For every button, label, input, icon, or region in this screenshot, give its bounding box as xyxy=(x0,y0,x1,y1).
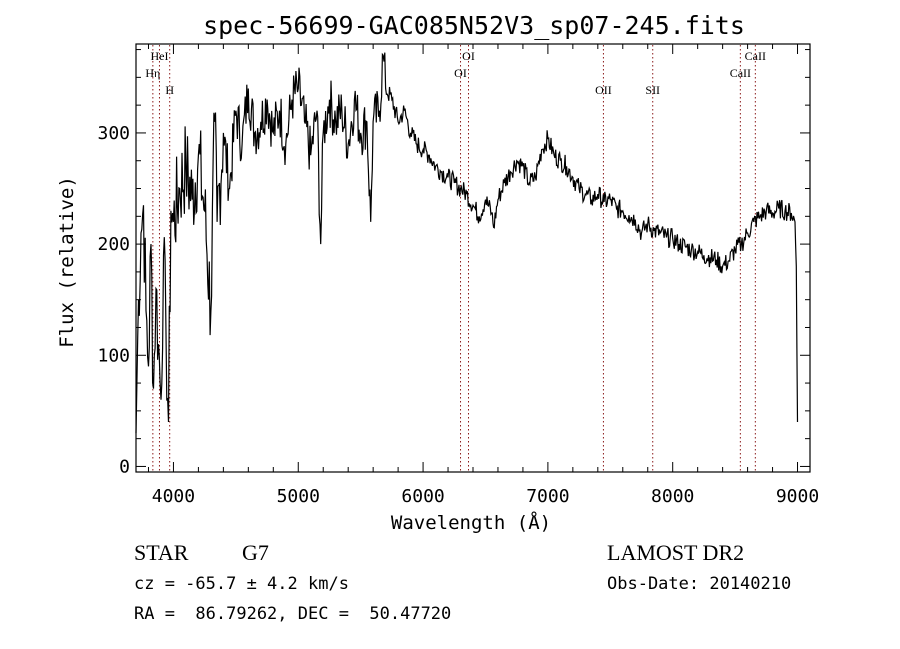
object-subclass: G7 xyxy=(242,540,269,565)
survey-name: LAMOST DR2 xyxy=(607,540,745,565)
spectral-line-markers: Hη HeI H OI OI OII SII CaII CaII xyxy=(145,45,766,471)
x-tick-label: 6000 xyxy=(401,486,444,507)
y-axis-label: Flux (relative) xyxy=(56,176,78,348)
x-axis: 4000 5000 6000 7000 8000 9000 xyxy=(147,44,819,507)
spectral-line-label: CaII xyxy=(745,49,766,63)
x-axis-label: Wavelength (Å) xyxy=(391,511,551,534)
x-tick-label: 9000 xyxy=(776,486,819,507)
spectral-line-label: Hη xyxy=(145,66,160,80)
x-tick-label: 8000 xyxy=(651,486,694,507)
y-tick-label: 0 xyxy=(119,456,130,477)
spectral-line-label: CaII xyxy=(730,66,751,80)
coordinates-text: RA = 86.79262, DEC = 50.47720 xyxy=(134,604,452,624)
x-tick-label: 5000 xyxy=(277,486,320,507)
chart-title: spec-56699-GAC085N52V3_sp07-245.fits xyxy=(203,11,745,40)
y-axis: 0 100 200 300 xyxy=(97,49,810,477)
spectral-line-label: H xyxy=(165,83,174,97)
y-tick-label: 200 xyxy=(97,234,130,255)
spectrum-line xyxy=(135,52,799,434)
spectral-line-label: OI xyxy=(462,49,475,63)
spectral-line-label: SII xyxy=(645,83,660,97)
y-tick-label: 100 xyxy=(97,345,130,366)
object-class: STAR xyxy=(134,540,189,565)
redshift-text: cz = -65.7 ± 4.2 km/s xyxy=(134,574,349,594)
y-tick-label: 300 xyxy=(97,123,130,144)
spectral-line-label: OI xyxy=(454,66,467,80)
x-tick-label: 7000 xyxy=(526,486,569,507)
observation-date: Obs-Date: 20140210 xyxy=(607,574,792,594)
spectral-line-label: HeI xyxy=(150,49,168,63)
spectral-line-label: OII xyxy=(595,83,612,97)
x-tick-label: 4000 xyxy=(152,486,195,507)
